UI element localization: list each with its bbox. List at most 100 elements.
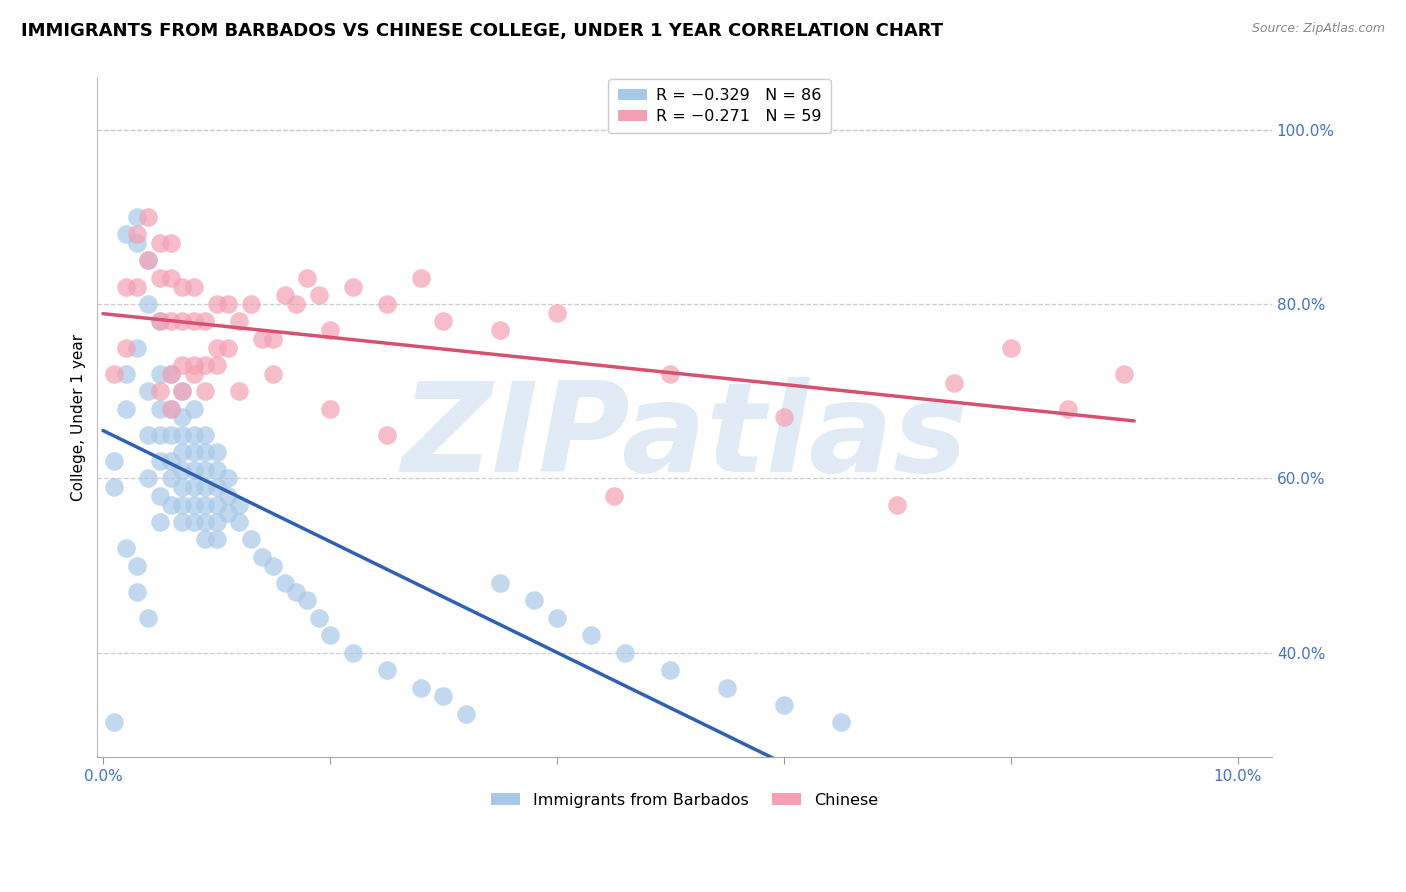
Point (217, 341, 239, 355)
Point (138, 253, 160, 268)
Point (103, 480, 125, 494)
Point (217, 506, 239, 520)
Point (205, 515, 228, 529)
Point (149, 401, 172, 416)
Point (172, 498, 194, 512)
Text: Source: ZipAtlas.com: Source: ZipAtlas.com (1251, 22, 1385, 36)
Point (659, 663, 682, 677)
Point (172, 463, 194, 477)
Point (160, 471, 183, 485)
Y-axis label: College, Under 1 year: College, Under 1 year (72, 334, 86, 501)
Point (160, 314, 183, 328)
Point (172, 480, 194, 494)
Point (149, 515, 172, 529)
Point (319, 628, 342, 642)
Point (239, 533, 262, 547)
Point (194, 445, 217, 459)
Point (228, 314, 250, 328)
Point (149, 271, 172, 285)
Point (1000, 341, 1022, 355)
Legend: Immigrants from Barbados, Chinese: Immigrants from Barbados, Chinese (485, 786, 884, 814)
Point (456, 706, 478, 721)
Point (239, 297, 262, 311)
Point (194, 314, 217, 328)
Point (1056, 401, 1078, 416)
Point (125, 584, 148, 599)
Point (125, 558, 148, 573)
Point (205, 498, 228, 512)
Point (830, 715, 852, 730)
Point (273, 288, 295, 302)
Point (409, 681, 432, 695)
Point (183, 358, 205, 372)
Point (886, 498, 908, 512)
Point (773, 698, 796, 712)
Point (138, 210, 160, 224)
Point (114, 279, 136, 293)
Point (319, 323, 342, 337)
Point (160, 454, 183, 468)
Point (160, 427, 183, 442)
Point (149, 314, 172, 328)
Point (194, 358, 217, 372)
Text: ZIPatlas: ZIPatlas (401, 377, 967, 499)
Point (205, 463, 228, 477)
Point (943, 376, 966, 390)
Point (125, 235, 148, 250)
Point (149, 367, 172, 381)
Point (205, 358, 228, 372)
Point (125, 210, 148, 224)
Point (149, 384, 172, 399)
Point (308, 288, 330, 302)
Point (262, 558, 284, 573)
Point (194, 498, 217, 512)
Point (103, 454, 125, 468)
Point (114, 367, 136, 381)
Point (160, 367, 183, 381)
Point (205, 445, 228, 459)
Point (375, 663, 398, 677)
Point (194, 384, 217, 399)
Point (183, 515, 205, 529)
Point (103, 715, 125, 730)
Point (205, 480, 228, 494)
Point (205, 533, 228, 547)
Point (160, 271, 183, 285)
Point (194, 480, 217, 494)
Point (172, 427, 194, 442)
Point (125, 279, 148, 293)
Point (149, 454, 172, 468)
Point (172, 384, 194, 399)
Point (138, 384, 160, 399)
Point (375, 427, 398, 442)
Point (194, 515, 217, 529)
Point (172, 515, 194, 529)
Point (183, 314, 205, 328)
Point (228, 384, 250, 399)
Text: IMMIGRANTS FROM BARBADOS VS CHINESE COLLEGE, UNDER 1 YEAR CORRELATION CHART: IMMIGRANTS FROM BARBADOS VS CHINESE COLL… (21, 22, 943, 40)
Point (160, 401, 183, 416)
Point (149, 235, 172, 250)
Point (194, 463, 217, 477)
Point (205, 297, 228, 311)
Point (183, 279, 205, 293)
Point (183, 463, 205, 477)
Point (375, 297, 398, 311)
Point (138, 427, 160, 442)
Point (217, 489, 239, 503)
Point (205, 341, 228, 355)
Point (125, 341, 148, 355)
Point (149, 427, 172, 442)
Point (160, 401, 183, 416)
Point (546, 611, 568, 625)
Point (262, 332, 284, 346)
Point (114, 401, 136, 416)
Point (172, 384, 194, 399)
Point (194, 427, 217, 442)
Point (149, 489, 172, 503)
Point (716, 681, 738, 695)
Point (319, 401, 342, 416)
Point (579, 628, 602, 642)
Point (138, 297, 160, 311)
Point (160, 498, 183, 512)
